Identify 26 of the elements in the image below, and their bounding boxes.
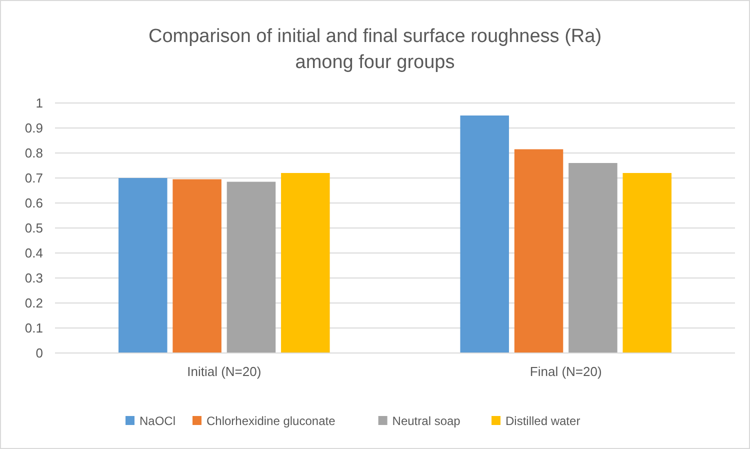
- bar: [281, 173, 330, 353]
- x-tick-label: Initial (N=20): [187, 364, 262, 379]
- chart-title: Comparison of initial and final surface roughness (Ra) among four groups: [148, 26, 602, 73]
- y-tick-label: 0.4: [24, 246, 43, 261]
- y-tick-label: 0.8: [24, 146, 43, 161]
- x-tick-label: Final (N=20): [530, 364, 602, 379]
- y-tick-label: 0.3: [24, 270, 43, 286]
- y-tick-label: 0: [36, 346, 43, 361]
- bar: [460, 116, 509, 353]
- bar: [622, 173, 672, 353]
- y-tick-label: 0.6: [24, 196, 43, 211]
- y-tick-label: 0.5: [24, 220, 43, 236]
- bar: [172, 179, 222, 353]
- legend-label: Neutral soap: [392, 414, 461, 428]
- y-tick-label: 0.7: [24, 170, 43, 186]
- legend-label: NaOCl: [140, 414, 176, 428]
- y-tick-label: 0.1: [24, 320, 43, 336]
- legend-label: Distilled water: [506, 414, 580, 428]
- y-tick-label: 0.2: [24, 296, 43, 311]
- bar: [118, 178, 168, 353]
- legend-label: Chlorhexidine gluconate: [206, 414, 336, 428]
- bar: [568, 163, 618, 353]
- y-tick-label: 0.9: [24, 120, 43, 136]
- y-tick-label: 1: [36, 96, 43, 111]
- bar: [514, 149, 564, 353]
- bar: [226, 182, 276, 353]
